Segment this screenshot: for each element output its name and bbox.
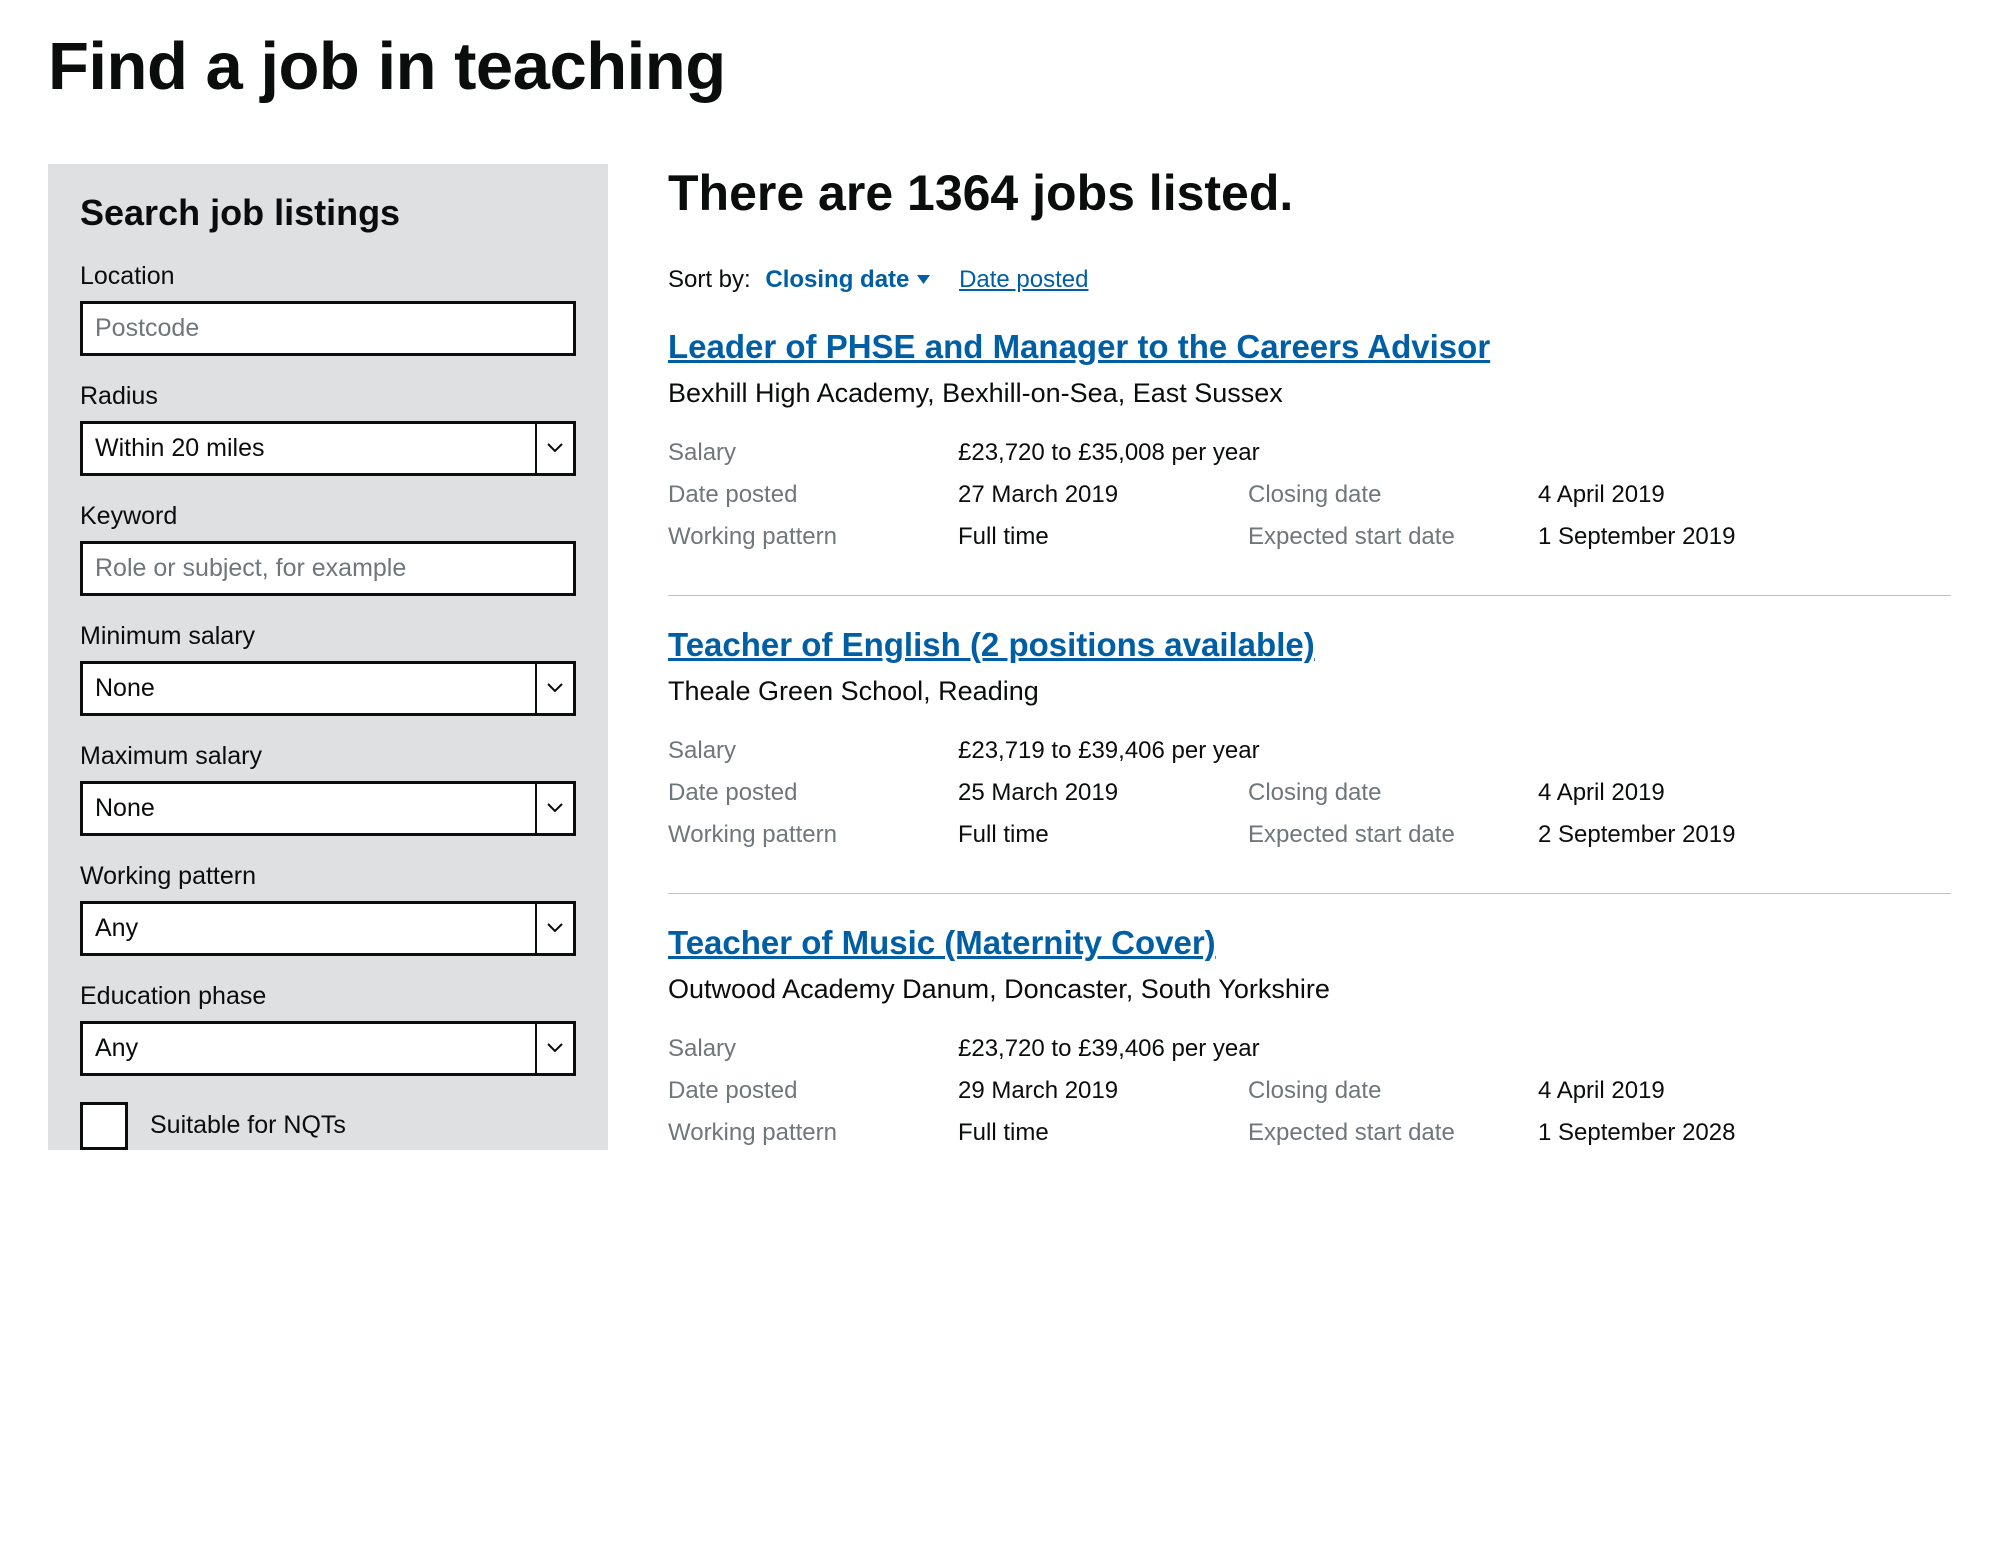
max-salary-select[interactable]: None [80,781,576,836]
closing-date-value: 4 April 2019 [1538,779,1951,807]
working-pattern-value: Any [95,904,138,953]
search-sidebar: Search job listings Location Radius With… [48,164,608,1150]
date-posted-label: Date posted [668,779,958,807]
working-pattern-meta-value: Full time [958,1119,1248,1147]
job-location: Outwood Academy Danum, Doncaster, South … [668,974,1951,1005]
chevron-down-icon [535,784,573,833]
job-meta: Salary£23,720 to £35,008 per yearDate po… [668,439,1951,551]
chevron-down-icon [535,904,573,953]
sort-date-posted[interactable]: Date posted [959,266,1088,293]
job-location: Bexhill High Academy, Bexhill-on-Sea, Ea… [668,378,1951,409]
chevron-down-icon [535,664,573,713]
education-phase-value: Any [95,1024,138,1073]
salary-label: Salary [668,737,958,765]
sidebar-heading: Search job listings [80,192,576,234]
sort-active-text: Closing date [765,266,909,294]
job-meta: Salary£23,719 to £39,406 per yearDate po… [668,737,1951,849]
date-posted-label: Date posted [668,481,958,509]
sort-by-label: Sort by: [668,266,751,293]
working-pattern-label: Working pattern [80,862,576,891]
closing-date-value: 4 April 2019 [1538,481,1951,509]
date-posted-value: 29 March 2019 [958,1077,1248,1105]
location-group: Location [80,262,576,356]
results-main: There are 1364 jobs listed. Sort by: Clo… [668,164,1951,1221]
job-listing: Teacher of Music (Maternity Cover) Outwoo… [668,924,1951,1191]
chevron-down-icon [535,1024,573,1073]
date-posted-value: 27 March 2019 [958,481,1248,509]
expected-start-label: Expected start date [1248,1119,1538,1147]
closing-date-label: Closing date [1248,1077,1538,1105]
job-listing: Teacher of English (2 positions availabl… [668,626,1951,894]
nqt-checkbox[interactable] [80,1102,128,1150]
job-title-link[interactable]: Teacher of Music (Maternity Cover) [668,924,1216,962]
expected-start-value: 1 September 2019 [1538,523,1951,551]
closing-date-value: 4 April 2019 [1538,1077,1951,1105]
working-pattern-meta-value: Full time [958,523,1248,551]
results-heading: There are 1364 jobs listed. [668,164,1951,222]
job-title-link[interactable]: Leader of PHSE and Manager to the Career… [668,328,1490,366]
radius-value: Within 20 miles [95,424,265,473]
location-input[interactable] [80,301,576,356]
expected-start-label: Expected start date [1248,523,1538,551]
salary-value: £23,719 to £39,406 per year [958,737,1951,765]
education-phase-select[interactable]: Any [80,1021,576,1076]
page-title: Find a job in teaching [48,30,1951,104]
location-label: Location [80,262,576,291]
nqt-checkbox-row: Suitable for NQTs [80,1102,576,1150]
salary-value: £23,720 to £35,008 per year [958,439,1951,467]
min-salary-label: Minimum salary [80,622,576,651]
min-salary-value: None [95,664,155,713]
working-pattern-meta-label: Working pattern [668,821,958,849]
max-salary-label: Maximum salary [80,742,576,771]
nqt-label: Suitable for NQTs [150,1111,346,1140]
salary-value: £23,720 to £39,406 per year [958,1035,1951,1063]
keyword-group: Keyword [80,502,576,596]
education-phase-group: Education phase Any [80,982,576,1076]
closing-date-label: Closing date [1248,481,1538,509]
job-title-link[interactable]: Teacher of English (2 positions availabl… [668,626,1315,664]
job-listing: Leader of PHSE and Manager to the Career… [668,328,1951,596]
radius-group: Radius Within 20 miles [80,382,576,476]
working-pattern-group: Working pattern Any [80,862,576,956]
min-salary-select[interactable]: None [80,661,576,716]
max-salary-value: None [95,784,155,833]
working-pattern-meta-label: Working pattern [668,523,958,551]
radius-select[interactable]: Within 20 miles [80,421,576,476]
chevron-down-icon [535,424,573,473]
date-posted-label: Date posted [668,1077,958,1105]
sort-row: Sort by: Closing date Date posted [668,266,1951,294]
job-location: Theale Green School, Reading [668,676,1951,707]
expected-start-label: Expected start date [1248,821,1538,849]
triangle-down-icon [917,275,930,284]
salary-label: Salary [668,1035,958,1063]
expected-start-value: 2 September 2019 [1538,821,1951,849]
job-meta: Salary£23,720 to £39,406 per yearDate po… [668,1035,1951,1147]
closing-date-label: Closing date [1248,779,1538,807]
date-posted-value: 25 March 2019 [958,779,1248,807]
keyword-label: Keyword [80,502,576,531]
working-pattern-meta-label: Working pattern [668,1119,958,1147]
working-pattern-select[interactable]: Any [80,901,576,956]
radius-label: Radius [80,382,576,411]
expected-start-value: 1 September 2028 [1538,1119,1951,1147]
salary-label: Salary [668,439,958,467]
working-pattern-meta-value: Full time [958,821,1248,849]
sort-closing-date[interactable]: Closing date [765,266,930,294]
max-salary-group: Maximum salary None [80,742,576,836]
education-phase-label: Education phase [80,982,576,1011]
layout: Search job listings Location Radius With… [48,164,1951,1221]
jobs-list: Leader of PHSE and Manager to the Career… [668,328,1951,1191]
min-salary-group: Minimum salary None [80,622,576,716]
keyword-input[interactable] [80,541,576,596]
